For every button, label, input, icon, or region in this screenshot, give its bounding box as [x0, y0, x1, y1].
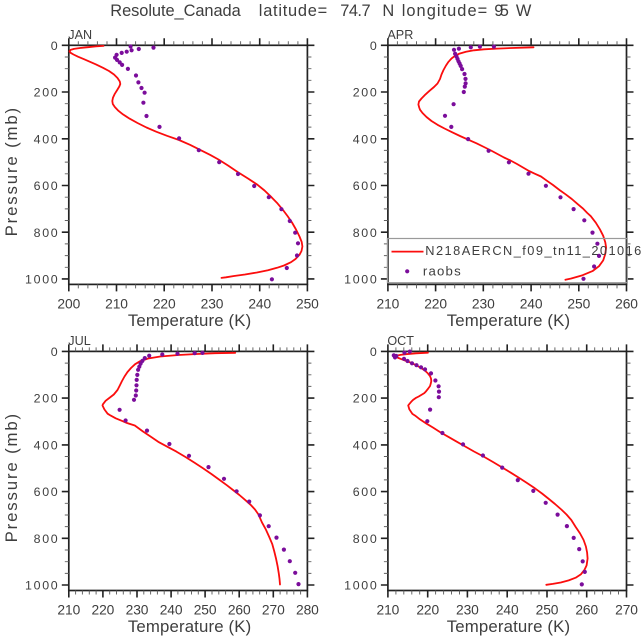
svg-text:240: 240	[496, 603, 519, 618]
svg-text:0: 0	[51, 345, 60, 359]
svg-text:250: 250	[567, 297, 590, 312]
svg-text:600: 600	[34, 485, 60, 499]
svg-text:OCT: OCT	[387, 334, 414, 348]
svg-text:200: 200	[57, 297, 80, 312]
svg-text:220: 220	[153, 297, 176, 312]
svg-text:240: 240	[248, 297, 271, 312]
svg-text:0: 0	[370, 345, 379, 359]
svg-text:longitude=: longitude=	[402, 2, 488, 20]
svg-text:250: 250	[536, 603, 559, 618]
svg-text:250: 250	[296, 297, 319, 312]
svg-text:Temperature (K): Temperature (K)	[128, 311, 252, 330]
svg-text:800: 800	[34, 226, 60, 240]
svg-text:Pressure (mb): Pressure (mb)	[2, 106, 21, 236]
svg-text:210: 210	[57, 603, 80, 618]
svg-text:Temperature (K): Temperature (K)	[447, 311, 571, 330]
svg-text:Temperature (K): Temperature (K)	[447, 617, 571, 636]
svg-text:270: 270	[615, 603, 638, 618]
svg-text:1000: 1000	[344, 579, 378, 593]
svg-text:400: 400	[353, 132, 379, 146]
svg-text:400: 400	[353, 439, 379, 453]
svg-text:200: 200	[353, 392, 379, 406]
svg-text:260: 260	[615, 297, 638, 312]
svg-text:280: 280	[296, 603, 319, 618]
svg-text:N218AERCN_f09_tn11_201016: N218AERCN_f09_tn11_201016	[425, 243, 642, 258]
svg-text:APR: APR	[387, 28, 413, 42]
svg-text:N: N	[382, 2, 394, 20]
svg-text:210: 210	[377, 603, 400, 618]
svg-text:800: 800	[34, 532, 60, 546]
svg-text:800: 800	[353, 532, 379, 546]
svg-text:250: 250	[194, 603, 217, 618]
svg-text:270: 270	[262, 603, 285, 618]
svg-text:Pressure (mb): Pressure (mb)	[2, 412, 21, 542]
svg-text:JUL: JUL	[68, 334, 90, 348]
svg-text:230: 230	[201, 297, 224, 312]
svg-text:220: 220	[416, 603, 439, 618]
svg-text:95: 95	[494, 2, 509, 20]
svg-text:220: 220	[92, 603, 115, 618]
svg-text:1000: 1000	[25, 273, 59, 287]
svg-text:Resolute_Canada: Resolute_Canada	[110, 2, 241, 20]
svg-text:200: 200	[34, 392, 60, 406]
svg-text:800: 800	[353, 226, 379, 240]
svg-text:200: 200	[34, 86, 60, 100]
svg-text:230: 230	[126, 603, 149, 618]
svg-text:JAN: JAN	[68, 28, 92, 42]
svg-text:1000: 1000	[344, 273, 378, 287]
svg-text:600: 600	[353, 485, 379, 499]
svg-text:74.7: 74.7	[340, 2, 370, 20]
svg-text:600: 600	[353, 179, 379, 193]
svg-text:230: 230	[472, 297, 495, 312]
svg-text:260: 260	[575, 603, 598, 618]
svg-text:400: 400	[34, 439, 60, 453]
svg-text:0: 0	[51, 39, 60, 53]
svg-text:400: 400	[34, 132, 60, 146]
svg-text:200: 200	[353, 86, 379, 100]
svg-text:0: 0	[370, 39, 379, 53]
svg-text:raobs: raobs	[423, 264, 462, 279]
svg-text:260: 260	[228, 603, 251, 618]
svg-text:Temperature (K): Temperature (K)	[128, 617, 252, 636]
svg-text:600: 600	[34, 179, 60, 193]
svg-text:1000: 1000	[25, 579, 59, 593]
svg-text:240: 240	[520, 297, 543, 312]
svg-text:W: W	[516, 2, 532, 20]
svg-text:220: 220	[424, 297, 447, 312]
svg-text:210: 210	[105, 297, 128, 312]
svg-text:230: 230	[456, 603, 479, 618]
svg-text:latitude=: latitude=	[259, 2, 327, 20]
svg-text:240: 240	[160, 603, 183, 618]
svg-text:210: 210	[377, 297, 400, 312]
